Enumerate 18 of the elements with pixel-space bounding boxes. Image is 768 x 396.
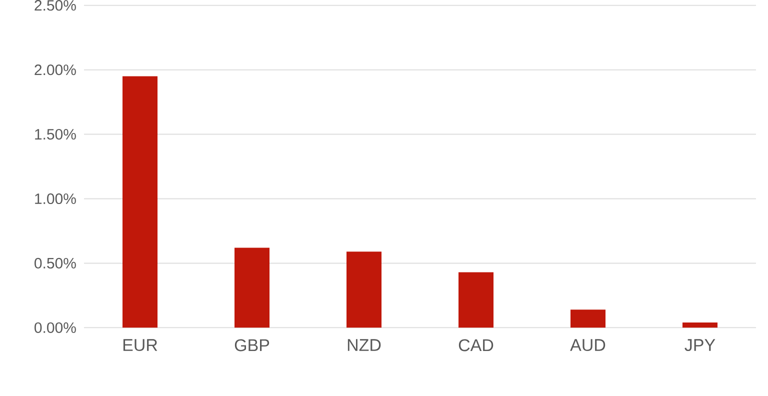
x-tick-label: JPY	[684, 339, 716, 352]
y-tick-label: 2.00%	[34, 64, 76, 76]
x-tick-label: CAD	[458, 339, 494, 352]
y-tick-label: 0.00%	[34, 322, 76, 333]
y-tick-label: 1.00%	[35, 193, 76, 204]
bar	[570, 310, 606, 328]
bar	[234, 248, 270, 328]
x-tick-label: EUR	[123, 339, 158, 352]
x-tick-label: AUD	[570, 339, 606, 352]
bar	[346, 252, 382, 328]
bar	[122, 76, 158, 328]
x-tick-label: GBP	[234, 339, 270, 352]
x-tick-label: NZD	[348, 339, 381, 351]
y-tick-label: 1.50%	[35, 128, 76, 140]
bar	[682, 322, 718, 328]
y-tick-label: 0.50%	[34, 258, 76, 269]
bar	[458, 272, 494, 328]
y-tick-label: 2.50%	[34, 0, 76, 11]
